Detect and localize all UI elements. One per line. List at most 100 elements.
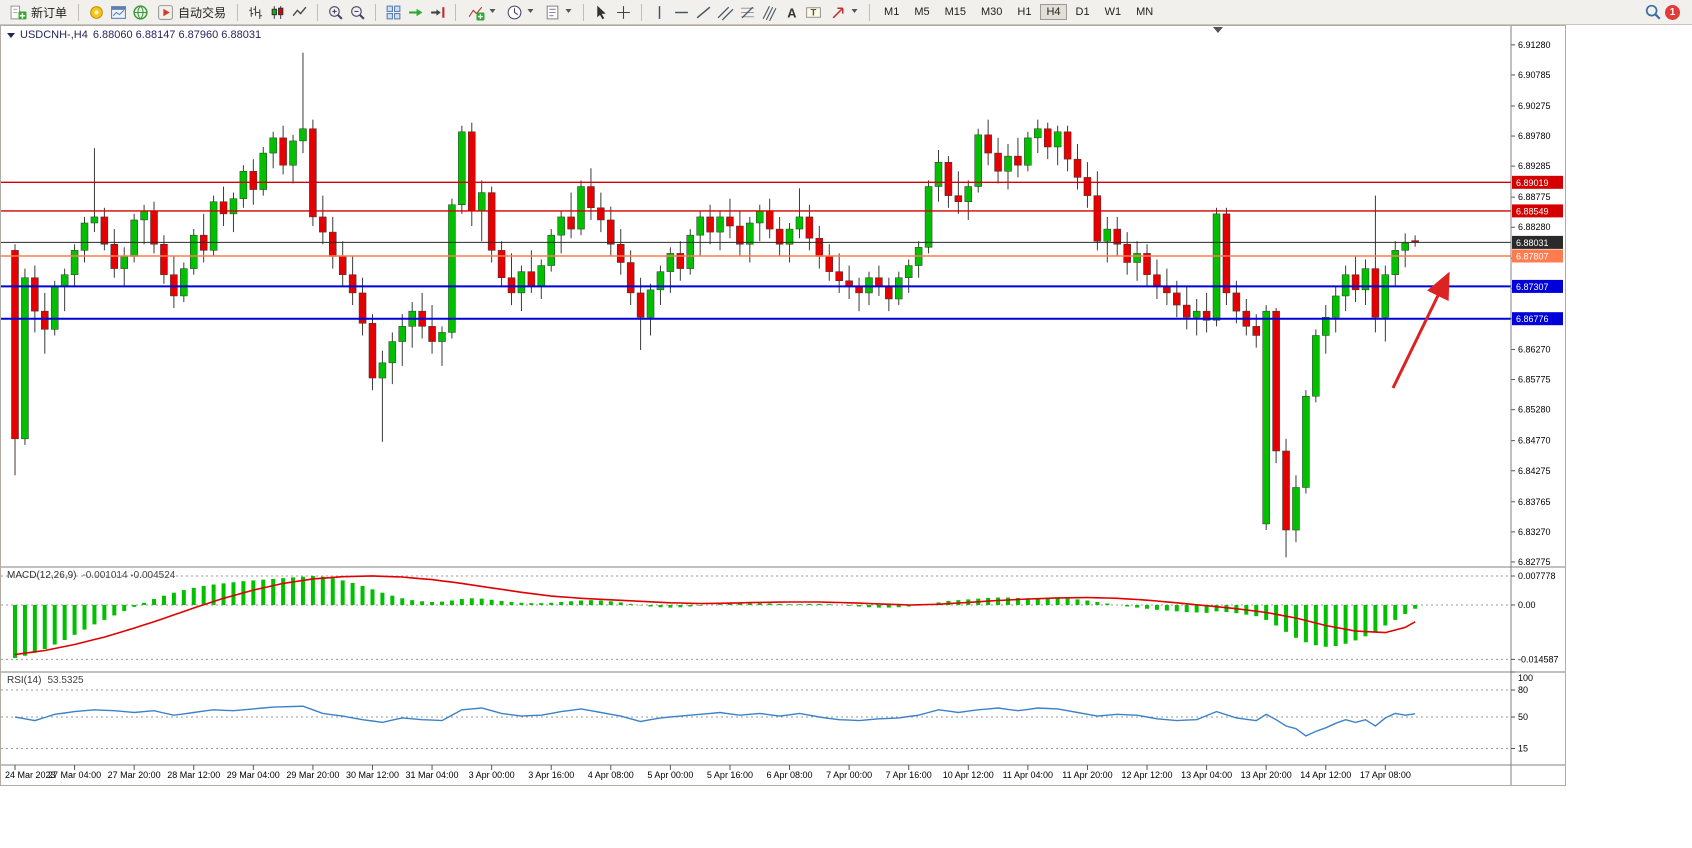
svg-text:13 Apr 20:00: 13 Apr 20:00 [1241,770,1292,780]
rsi-name: RSI(14) [7,675,42,686]
text-icon[interactable]: A [782,3,801,22]
separator [641,3,643,21]
separator [78,3,80,21]
svg-text:30 Mar 12:00: 30 Mar 12:00 [346,770,399,780]
svg-text:5 Apr 16:00: 5 Apr 16:00 [707,770,753,780]
chevron-down-icon [527,3,534,22]
candlestick-icon[interactable] [268,3,287,22]
separator [455,3,457,21]
pitchfork-icon[interactable] [760,3,779,22]
auto-trading-label: 自动交易 [178,5,227,20]
svg-text:29 Mar 04:00: 29 Mar 04:00 [227,770,280,780]
auto-trading-button[interactable]: 自动交易 [153,2,229,23]
indicators-button[interactable] [464,2,499,23]
channel-icon[interactable] [716,3,735,22]
symbol-dropdown-icon[interactable] [7,32,15,38]
zoom-in-icon[interactable] [326,3,345,22]
label-tool-glyph: T [811,7,817,18]
svg-text:17 Apr 08:00: 17 Apr 08:00 [1360,770,1411,780]
timeframe-m1[interactable]: M1 [884,6,900,18]
cursor-icon[interactable] [592,3,611,22]
time-axis[interactable] [1,765,1511,785]
svg-text:6.88549: 6.88549 [1516,206,1549,216]
timeframe-h1[interactable]: H1 [1017,6,1032,18]
templates-button[interactable] [540,2,575,23]
indicators-icon [467,3,486,22]
timeframe-m5[interactable]: M5 [914,6,930,18]
svg-text:6.85280: 6.85280 [1518,405,1551,415]
separator [583,3,585,21]
macd-values: -0.001014 -0.004524 [82,570,176,581]
shapes-button[interactable] [826,2,861,23]
svg-text:6.91280: 6.91280 [1518,40,1551,50]
bar-chart-icon[interactable] [246,3,265,22]
periods-button[interactable] [502,2,537,23]
zoom-out-icon[interactable] [348,3,367,22]
svg-text:31 Mar 04:00: 31 Mar 04:00 [406,770,459,780]
svg-text:5 Apr 00:00: 5 Apr 00:00 [647,770,693,780]
metaeditor-icon[interactable] [87,3,106,22]
svg-text:6.84770: 6.84770 [1518,436,1551,446]
new-chart-icon[interactable] [109,3,128,22]
svg-text:7 Apr 16:00: 7 Apr 16:00 [886,770,932,780]
chart-shift-icon[interactable] [428,3,447,22]
horizontal-line-icon[interactable] [672,3,691,22]
auto-scroll-icon[interactable] [406,3,425,22]
rsi-value: 53.5325 [47,675,84,686]
svg-text:11 Apr 20:00: 11 Apr 20:00 [1062,770,1112,780]
search-icon[interactable] [1643,3,1662,22]
vertical-line-icon[interactable] [650,3,669,22]
notification-badge[interactable]: 1 [1665,4,1680,20]
chart-window: 6.91280 6.90785 6.90275 6.89780 6.89285 6.887… [0,25,1566,786]
new-order-button[interactable]: 新订单 [6,2,70,23]
chart-shift-marker[interactable] [1213,27,1223,33]
trendline-icon[interactable] [694,3,713,22]
svg-text:6.82775: 6.82775 [1518,557,1551,567]
timeframe-h4[interactable]: H4 [1040,4,1067,20]
line-chart-icon[interactable] [290,3,309,22]
timeframe-w1[interactable]: W1 [1104,6,1122,18]
svg-text:27 Mar 04:00: 27 Mar 04:00 [48,770,101,780]
chart-canvas[interactable]: 6.91280 6.90785 6.90275 6.89780 6.89285 6.887… [1,26,1565,785]
timeframe-m30[interactable]: M30 [981,6,1003,18]
macd-panel-label: MACD(12,26,9) -0.001014 -0.004524 [7,570,175,581]
svg-text:6.89019: 6.89019 [1516,178,1549,188]
fibonacci-icon[interactable] [738,3,757,22]
svg-text:0.00: 0.00 [1518,600,1536,610]
timeframe-mn[interactable]: MN [1136,6,1154,18]
svg-text:6.88031: 6.88031 [1516,238,1549,248]
svg-text:6.86776: 6.86776 [1516,314,1549,324]
svg-text:6.90275: 6.90275 [1518,101,1551,111]
svg-text:6.84275: 6.84275 [1518,466,1551,476]
crosshair-icon[interactable] [614,3,633,22]
timeframe-d1[interactable]: D1 [1075,6,1090,18]
svg-text:3 Apr 16:00: 3 Apr 16:00 [528,770,574,780]
svg-text:6.89780: 6.89780 [1518,131,1551,141]
text-label-icon[interactable]: T [804,3,823,22]
ohlc-values: 6.88060 6.88147 6.87960 6.88031 [92,29,262,41]
symbol-period: USDCNH-,H4 [20,29,88,41]
svg-text:80: 80 [1518,685,1528,695]
arrow-shape-icon [829,3,848,22]
svg-text:14 Apr 12:00: 14 Apr 12:00 [1300,770,1351,780]
svg-text:3 Apr 00:00: 3 Apr 00:00 [469,770,515,780]
rsi-panel-label: RSI(14) 53.5325 [7,675,84,686]
panel-divider-macd[interactable] [1,565,1565,570]
chevron-down-icon [565,3,572,22]
community-icon[interactable] [131,3,150,22]
svg-text:6.88280: 6.88280 [1518,222,1551,232]
svg-text:0.007778: 0.007778 [1518,571,1556,581]
svg-text:7 Apr 00:00: 7 Apr 00:00 [826,770,872,780]
svg-text:50: 50 [1518,712,1528,722]
clock-icon [505,3,524,22]
separator [317,3,319,21]
timeframe-m15[interactable]: M15 [944,6,966,18]
text-tool-glyph: A [787,5,796,20]
chevron-down-icon [489,3,496,22]
panel-divider-rsi[interactable] [1,670,1565,675]
svg-text:11 Apr 04:00: 11 Apr 04:00 [1003,770,1053,780]
price-axis[interactable] [1511,26,1565,765]
tile-windows-icon[interactable] [384,3,403,22]
toolbar: 新订单 自动交易 [0,0,1692,25]
